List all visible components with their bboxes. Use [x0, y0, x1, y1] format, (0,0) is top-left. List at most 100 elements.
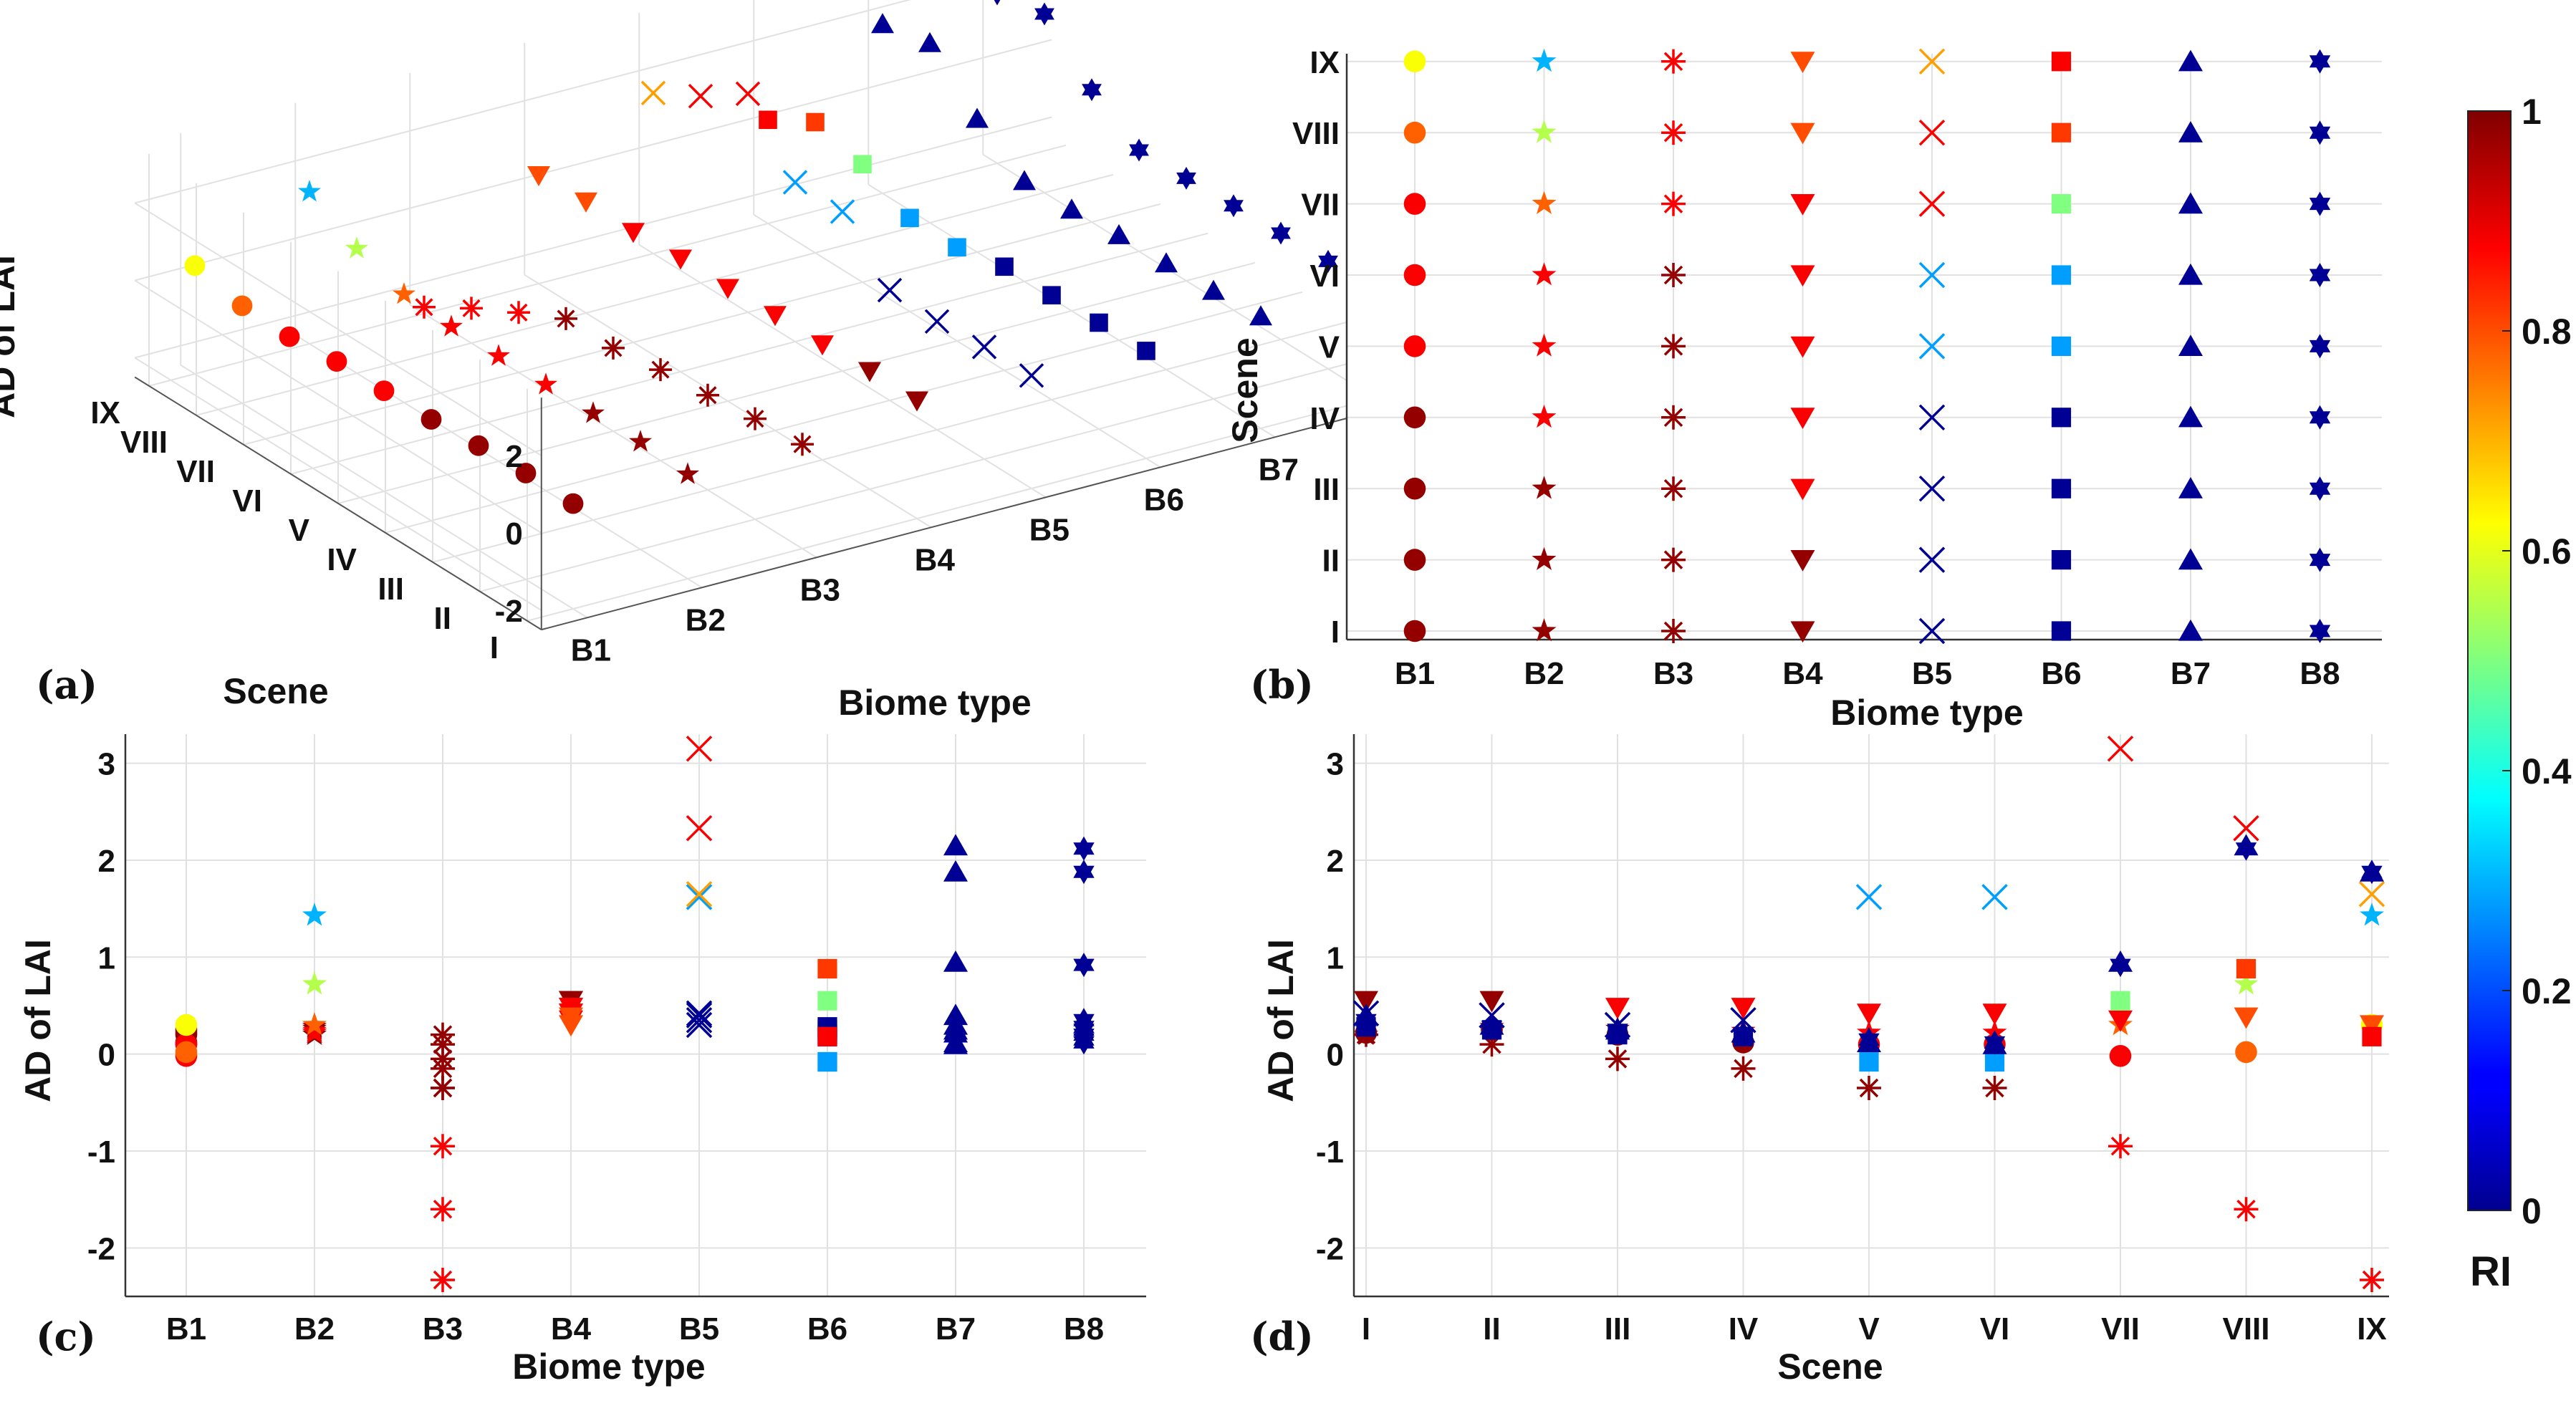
- panel-d-point: [1858, 1027, 1880, 1052]
- panel-a-point: [507, 301, 530, 324]
- panel-d-point: [1481, 1014, 1503, 1039]
- panel-b-point: [2309, 476, 2331, 501]
- panel-c-point: [943, 1032, 968, 1054]
- panel-a-z-grid: [134, 0, 912, 204]
- panel-a-point: [1249, 305, 1272, 326]
- panel-c-point: [943, 834, 968, 856]
- panel-a-point: [1155, 252, 1178, 273]
- panel-c-point: [431, 1056, 455, 1081]
- panel-d-point: [1855, 884, 1883, 910]
- panel-b-point: [1403, 193, 1426, 215]
- panel-a-scene-tick: VIII: [120, 425, 168, 460]
- panel-d-point: [2360, 902, 2384, 926]
- panel-d-point: [1859, 1051, 1879, 1072]
- panel-b-grid: [1345, 54, 2382, 641]
- panel-a-biome-label: Biome type: [838, 683, 1032, 723]
- panel-a-axes-box: [134, 0, 1459, 631]
- panel-d-point: [2108, 1010, 2133, 1032]
- panel-d-point: [2108, 1134, 2133, 1159]
- panel-c-point: [302, 1020, 327, 1044]
- panel-b-point: [1661, 547, 1686, 572]
- panel-b-y-tick: VI: [1309, 259, 1340, 294]
- panel-d-x-tick: VII: [2101, 1311, 2140, 1347]
- panel-b-point: [1790, 194, 1815, 216]
- panel-a-point: [830, 199, 855, 224]
- panel-c-y-tick: 0: [98, 1038, 115, 1073]
- panel-a-point: [575, 192, 597, 213]
- panel-b-point: [1403, 50, 1426, 73]
- panel-b-y-tick: I: [1331, 615, 1340, 650]
- panel-a-axis-edge: [134, 376, 542, 630]
- panel-b-point: [2051, 550, 2072, 570]
- panel-b-point: [1790, 550, 1815, 572]
- panel-d-point: [2110, 991, 2130, 1011]
- panel-b-point: [2309, 619, 2331, 643]
- panel-a-z-tick: 0: [505, 516, 522, 552]
- panel-b-point: [1403, 335, 1426, 357]
- panel-a-point: [231, 295, 253, 317]
- panel-c-y-tick: 2: [98, 844, 115, 879]
- panel-a-point: [184, 255, 206, 276]
- panel-d-point: [1605, 998, 1630, 1019]
- panel-b-point: [1918, 48, 1946, 75]
- panel-b-point: [1790, 621, 1815, 643]
- panel-c-y-tick: -1: [87, 1135, 115, 1170]
- panel-a-point: [966, 107, 989, 128]
- panel-a-biome-tick: B2: [686, 602, 726, 637]
- panel-c-ticks: -2 -1 0 1 2 3 B1 B2 B3 B4 B5 B6 B7 B8: [87, 747, 1104, 1347]
- panel-b-point: [1918, 119, 1946, 146]
- panel-a-point: [562, 493, 584, 514]
- panel-b-point: [2051, 478, 2072, 499]
- panel-a-point: [688, 83, 713, 109]
- panel-c-scatter: -2 -1 0 1 2 3 B1 B2 B3 B4 B5 B6 B7 B8 AD of LAI Biome…: [18, 734, 1146, 1387]
- panel-b-point: [1790, 478, 1815, 501]
- panel-c-letter: (c): [36, 1314, 96, 1359]
- colorbar-tick-label: 0.4: [2522, 751, 2572, 791]
- panel-a-point: [1224, 194, 1244, 218]
- panel-c-point: [1073, 836, 1095, 861]
- panel-b-point: [2051, 194, 2072, 214]
- panel-a-point: [791, 433, 814, 456]
- panel-a-point: [554, 307, 577, 330]
- panel-b-x-tick: B2: [1524, 656, 1564, 691]
- panel-a-point: [1107, 223, 1130, 244]
- panel-a-scene-label: Scene: [223, 671, 328, 711]
- panel-a-point: [858, 362, 881, 382]
- panel-b-point: [1532, 476, 1557, 499]
- panel-a-floor-grid-scene: [527, 379, 1445, 622]
- panel-d-point: [2107, 736, 2134, 762]
- panel-b-point: [1661, 476, 1686, 501]
- panel-a-z-grid: [134, 116, 1052, 359]
- panel-a-point: [515, 463, 537, 483]
- panel-b-x-tick: B8: [2299, 656, 2340, 691]
- panel-a-point: [468, 435, 489, 456]
- panel-a-point: [640, 80, 666, 106]
- panel-a-point: [582, 401, 605, 423]
- panel-c-point: [817, 991, 837, 1011]
- panel-c-x-tick: B3: [423, 1311, 463, 1347]
- panel-d-y-tick: 2: [1327, 844, 1344, 879]
- panel-c-point: [1073, 860, 1095, 885]
- panel-c-point: [302, 971, 327, 995]
- panel-c-point: [431, 1197, 455, 1222]
- panel-d-point: [2234, 1197, 2259, 1222]
- panel-a-point: [696, 383, 719, 407]
- panel-c-y-tick: 1: [98, 940, 115, 976]
- panel-b-point: [2178, 334, 2203, 356]
- panel-d-point: [2234, 971, 2259, 995]
- panel-a-z-tick: 2: [505, 439, 522, 474]
- panel-a-point: [534, 372, 557, 395]
- panel-a-point: [764, 306, 787, 327]
- panel-a-z-label: AD of LAI: [0, 255, 22, 418]
- panel-a-point: [1042, 286, 1061, 304]
- panel-a-point: [877, 277, 903, 303]
- panel-b-x-tick: B7: [2171, 656, 2211, 691]
- panel-a-point: [995, 257, 1014, 276]
- panel-c-point: [1073, 953, 1095, 978]
- panel-b-point: [1661, 405, 1686, 430]
- panel-b-point: [2178, 405, 2203, 428]
- panel-d-point: [1984, 1051, 2005, 1072]
- panel-b-point: [1403, 477, 1426, 500]
- panel-a-point: [393, 282, 415, 304]
